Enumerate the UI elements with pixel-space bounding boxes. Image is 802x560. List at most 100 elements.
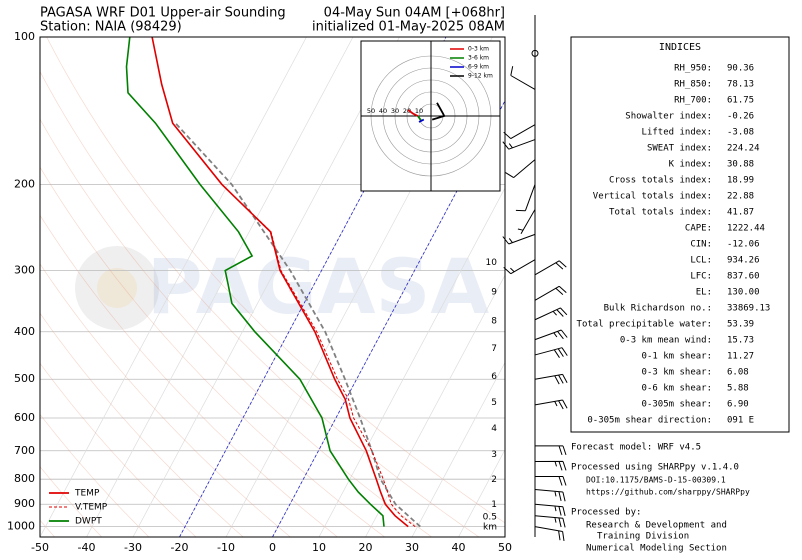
hodograph: 10 20 30 40 50 0-3 km 3-6 km 6-9 km 9-12 km [360,40,501,192]
wind-barb [515,184,536,212]
x-tick-label: -40 [78,541,96,554]
wind-barb [534,503,566,517]
x-tick-label: 0 [269,541,276,554]
note: Training Division [597,532,689,542]
index-value: 15.73 [727,336,754,346]
index-label: RH_850: [674,80,712,90]
plot-frame [39,36,506,538]
index-label: Cross totals index: [609,176,712,186]
index-value: 33869.13 [727,304,770,314]
hodograph-trace [431,102,446,121]
index-value: 1222.44 [727,224,765,234]
index-label: LCL: [690,256,712,266]
index-label: RH_950: [674,64,712,74]
index-value: 22.88 [727,192,754,202]
index-value: -3.08 [727,128,754,138]
index-value: 61.75 [727,96,754,106]
watermark-logo-sun [97,268,137,308]
hodograph-legend-label: 6-9 km [468,64,489,71]
dry-adiabat [40,413,150,537]
index-value: 6.90 [727,400,749,410]
y-tick-label: 800 [14,472,35,485]
index-value: 130.00 [727,288,760,298]
height-label: 6 [491,372,497,382]
height-label: 5 [491,398,497,408]
hodograph-trace [407,109,419,117]
hodograph-legend-label: 9-12 km [468,73,493,80]
wind-barb [517,209,536,234]
index-value: 78.13 [727,80,754,90]
height-label: 0.5 [483,512,497,522]
index-value: 41.87 [727,208,754,218]
index-value: -12.06 [727,240,760,250]
isotherm [411,361,505,537]
plot-background: PAGASA [75,242,489,331]
index-label: Showalter index: [625,112,712,122]
index-label: Total totals index: [609,208,712,218]
x-tick-label: -10 [217,541,235,554]
wind-barb [502,233,536,245]
note: https://github.com/sharppy/SHARPpy [586,488,750,497]
plot-area [40,37,505,537]
isotherm [132,37,400,537]
index-label: CAPE: [685,224,712,234]
wind-barb [534,489,566,502]
x-tick-label: 30 [405,541,419,554]
index-label: Total precipitable water: [577,320,712,330]
wind-barb [534,329,568,341]
wind-barb [505,159,536,179]
height-unit: km [483,523,497,533]
wind-barb [534,399,568,410]
height-label: 4 [491,424,497,434]
hodograph-trace [418,118,425,123]
wind-barb [503,259,536,275]
hodograph-ring-label: 30 [391,107,399,115]
index-label: 0-1 km shear: [642,352,712,362]
wind-barb [534,460,567,471]
wind-barb [503,124,536,140]
isotherm [40,37,307,537]
y-tick-label: 600 [14,411,35,424]
index-value: 837.60 [727,272,760,282]
height-label: 3 [491,450,497,460]
wind-barb [502,139,536,150]
height-label: 10 [486,258,498,268]
index-value: 5.88 [727,384,749,394]
chart-subtitle: Station: NAIA (98429) [40,20,182,35]
y-tick-label: 200 [14,177,35,190]
index-value: -0.26 [727,112,754,122]
wind-barb [534,476,567,486]
height-label: 7 [491,344,497,354]
index-label: 0-305m shear direction: [587,416,712,426]
index-label: SWEAT index: [647,144,712,154]
note: Processed by: [571,508,641,518]
note: Forecast model: WRF v4.5 [571,443,701,453]
wind-barb [534,526,565,541]
index-label: Lifted index: [642,128,712,138]
indices-box [570,36,790,433]
isotherm [318,187,505,537]
x-tick-label: -20 [171,541,189,554]
dry-adiabat [40,519,55,537]
y-tick-label: 400 [14,325,35,338]
parcel-line [174,122,421,528]
x-tick-label: 20 [359,541,373,554]
dry-adiabat [40,166,385,537]
hodograph-ring-label: 20 [403,107,411,115]
y-tick-label: 500 [14,372,35,385]
calm-circle [531,49,539,57]
x-tick-label: 10 [312,541,326,554]
x-tick-label: 50 [498,541,512,554]
y-tick-label: 900 [14,497,35,510]
height-label: 1 [491,500,497,510]
index-value: 90.36 [727,64,754,74]
isotherm [458,449,505,537]
index-value: 224.24 [727,144,760,154]
index-label: Bulk Richardson no.: [604,304,712,314]
x-tick-label: -50 [31,541,49,554]
init-time: initialized 01-May-2025 08AM [312,20,505,35]
wind-barbs [502,49,568,541]
indices-table: RH_950: 90.36 RH_850: 78.13 RH_700: 61.75 Show… [577,64,771,426]
